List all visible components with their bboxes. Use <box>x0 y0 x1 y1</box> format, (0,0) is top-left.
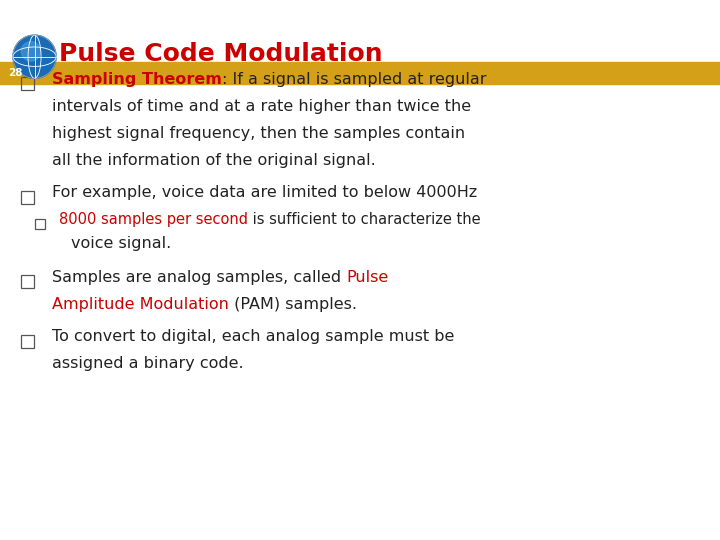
Text: intervals of time and at a rate higher than twice the: intervals of time and at a rate higher t… <box>52 99 471 114</box>
Text: Sampling Theorem: Sampling Theorem <box>52 72 222 87</box>
Bar <box>35 219 45 229</box>
Bar <box>21 77 34 90</box>
Text: 8000 samples per second: 8000 samples per second <box>59 212 248 227</box>
Text: Amplitude Modulation: Amplitude Modulation <box>52 297 229 312</box>
Text: voice signal.: voice signal. <box>71 237 171 252</box>
Text: To convert to digital, each analog sample must be: To convert to digital, each analog sampl… <box>52 329 454 345</box>
Bar <box>0 62 720 84</box>
Text: all the information of the original signal.: all the information of the original sign… <box>52 153 376 168</box>
Text: 28: 28 <box>9 68 23 78</box>
Bar <box>21 275 34 288</box>
Bar <box>21 191 34 204</box>
Ellipse shape <box>22 42 41 61</box>
Text: Pulse Code Modulation: Pulse Code Modulation <box>59 42 382 66</box>
Text: : If a signal is sampled at regular: : If a signal is sampled at regular <box>222 72 486 87</box>
Text: Pulse: Pulse <box>346 270 388 285</box>
Ellipse shape <box>13 35 56 78</box>
Text: (PAM) samples.: (PAM) samples. <box>229 297 356 312</box>
Text: Samples are analog samples, called: Samples are analog samples, called <box>52 270 346 285</box>
Text: is sufficient to characterize the: is sufficient to characterize the <box>248 212 481 227</box>
Text: For example, voice data are limited to below 4000Hz: For example, voice data are limited to b… <box>52 185 477 200</box>
Bar <box>21 335 34 348</box>
Text: assigned a binary code.: assigned a binary code. <box>52 356 243 372</box>
Text: highest signal frequency, then the samples contain: highest signal frequency, then the sampl… <box>52 126 465 141</box>
